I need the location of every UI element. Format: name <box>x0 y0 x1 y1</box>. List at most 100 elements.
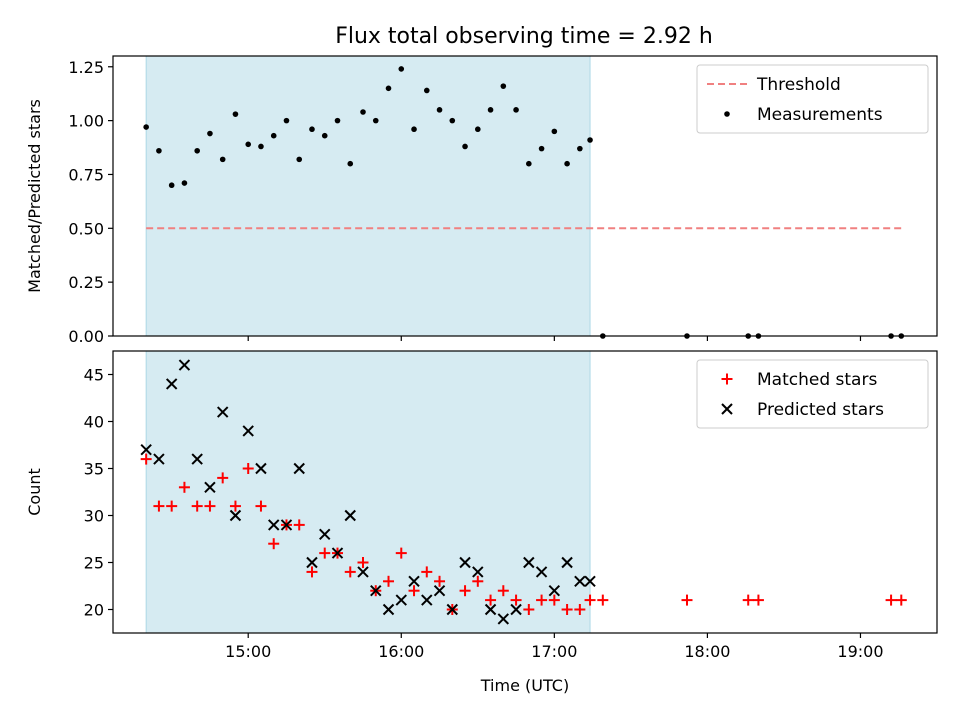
x-axis-label: Time (UTC) <box>480 676 569 695</box>
data-point <box>436 107 443 113</box>
axes-frame <box>112 350 938 634</box>
x-tick-label: 15:00 <box>225 642 271 661</box>
data-point <box>752 594 764 606</box>
data-point <box>319 528 331 541</box>
data-point <box>446 603 459 616</box>
data-point <box>334 117 341 124</box>
data-point <box>357 557 369 568</box>
legend-entry: Measurements <box>757 105 883 125</box>
data-point <box>523 556 535 569</box>
data-point <box>500 83 507 89</box>
data-point <box>153 453 165 465</box>
data-point <box>487 107 494 113</box>
data-point <box>885 594 897 606</box>
legend-box <box>696 359 929 429</box>
data-point <box>268 519 280 531</box>
data-point <box>510 603 522 616</box>
data-point <box>459 556 471 569</box>
data-point <box>681 594 693 606</box>
data-point <box>597 594 609 606</box>
data-point <box>229 500 241 512</box>
panel-1: 0.00 0.25 0.50 0.75 1.00 1.25 Matched/Predicte… <box>25 55 938 346</box>
data-point <box>551 128 558 135</box>
data-point <box>408 585 420 597</box>
data-point <box>523 604 535 615</box>
data-point <box>484 603 497 616</box>
chart-title: Flux total observing time = 2.92 h <box>335 24 713 49</box>
y-tick-label: 20 <box>84 601 104 620</box>
data-point <box>165 378 178 390</box>
data-point <box>721 403 733 415</box>
data-point <box>245 141 252 148</box>
data-point <box>331 547 344 559</box>
series-predicted-stars <box>140 359 596 625</box>
data-point <box>242 463 254 474</box>
y-tick-label: 25 <box>84 554 104 573</box>
data-point <box>584 594 596 606</box>
data-point <box>574 604 586 615</box>
y-tick-label: 0.00 <box>68 327 104 346</box>
data-point <box>219 156 226 163</box>
data-point <box>398 66 405 72</box>
data-point <box>293 462 305 475</box>
x-tick-label: 16:00 <box>378 642 424 661</box>
data-point <box>204 500 216 512</box>
data-point <box>721 373 733 385</box>
data-point <box>293 519 305 531</box>
data-point <box>724 111 730 117</box>
data-point <box>357 566 369 578</box>
data-point <box>475 126 481 133</box>
data-point <box>140 443 152 456</box>
highlight-span <box>145 55 591 337</box>
data-point <box>178 359 191 371</box>
series-measurements <box>143 66 905 339</box>
data-point <box>347 160 354 167</box>
data-point <box>898 333 905 339</box>
data-point <box>204 481 216 494</box>
data-point <box>745 333 752 339</box>
data-point <box>395 547 407 559</box>
data-point <box>497 585 509 597</box>
legend-entry: Matched stars <box>757 370 877 390</box>
data-point <box>344 509 356 522</box>
data-point <box>216 406 229 418</box>
data-point <box>462 143 468 150</box>
legend-box <box>696 64 929 134</box>
y-tick-label: 0.25 <box>68 273 104 292</box>
data-point <box>268 538 280 550</box>
legend-entry: Predicted stars <box>757 400 884 420</box>
data-point <box>178 481 190 493</box>
data-point <box>306 566 318 578</box>
data-point <box>156 147 162 154</box>
data-point <box>513 107 519 113</box>
data-point <box>485 594 497 606</box>
data-point <box>459 585 471 597</box>
data-point <box>510 594 522 606</box>
data-point <box>181 180 188 186</box>
data-point <box>535 566 548 578</box>
data-point <box>232 111 239 117</box>
data-point <box>449 117 456 124</box>
y-tick-label: 35 <box>84 460 104 479</box>
data-point <box>283 117 290 124</box>
data-point <box>561 556 573 569</box>
data-point <box>548 584 561 597</box>
data-point <box>382 603 395 616</box>
data-point <box>536 594 548 606</box>
data-point <box>888 333 894 339</box>
data-point <box>472 566 484 578</box>
data-point <box>153 500 165 512</box>
data-point <box>255 500 267 512</box>
data-point <box>191 500 203 512</box>
data-point <box>321 132 328 139</box>
data-point <box>306 556 318 569</box>
x-tick-label: 18:00 <box>684 642 730 661</box>
data-point <box>755 333 762 339</box>
y-tick-label: 40 <box>84 413 104 432</box>
y-tick-label: 1.25 <box>68 58 104 77</box>
data-point <box>577 145 583 152</box>
y-tick-label: 0.75 <box>68 165 104 184</box>
x-tick-label: 17:00 <box>531 642 577 661</box>
data-point <box>421 594 433 606</box>
